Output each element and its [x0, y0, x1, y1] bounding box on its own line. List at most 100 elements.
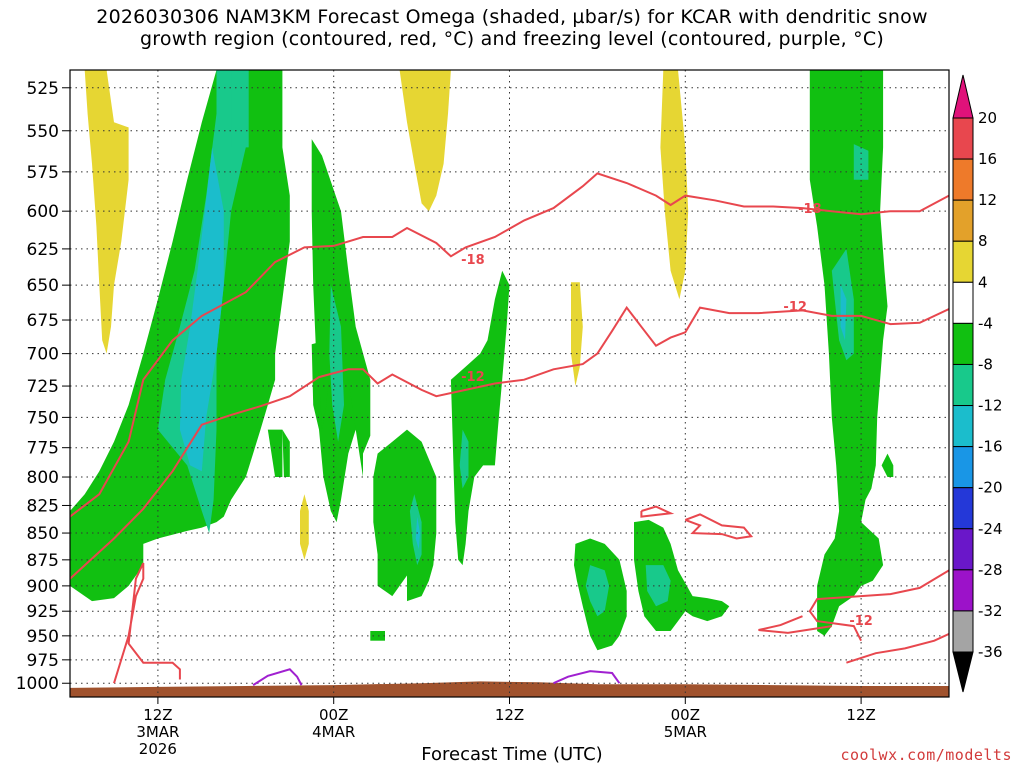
omega-area [840, 285, 847, 341]
contour-labels: -18 -18 -12 -12 -12 [461, 202, 873, 629]
colorbar-swatch [952, 240, 974, 283]
pressure-tick-label: 575 [27, 163, 59, 183]
colorbar-label: -4 [978, 314, 993, 332]
pressure-tick-label: 775 [27, 439, 59, 459]
omega-area [585, 565, 610, 617]
colorbar-label: 8 [978, 232, 988, 250]
omega-area [179, 147, 224, 472]
omega-area [459, 429, 469, 489]
colorbar-label: -16 [978, 438, 1003, 456]
omega-area [84, 70, 129, 354]
colorbar-swatch [952, 487, 974, 530]
pressure-tick-label: 625 [27, 240, 59, 260]
omega-area [300, 494, 309, 560]
pressure-tick-label: 675 [27, 311, 59, 331]
pressure-tick-label: 550 [27, 122, 59, 142]
colorbar-label: -28 [978, 561, 1003, 579]
omega-area [329, 285, 344, 442]
colorbar-swatch [952, 158, 974, 201]
omega-area [267, 429, 283, 477]
colorbar-swatch [952, 405, 974, 448]
pressure-tick-label: 900 [27, 577, 59, 597]
colorbar-swatch [952, 610, 974, 653]
colorbar-label: 4 [978, 273, 988, 291]
omega-area [282, 429, 290, 477]
pressure-tick-label: 850 [27, 524, 59, 544]
contour-line [113, 562, 181, 684]
time-tick-label: 12Z [846, 706, 875, 724]
contour-line [252, 668, 303, 686]
pressure-tick-label: 925 [27, 602, 59, 622]
pressure-tick-label: 975 [27, 651, 59, 671]
pressure-tick-label: 700 [27, 345, 59, 365]
colorbar-swatch [952, 322, 974, 365]
colorbar-label: -32 [978, 602, 1003, 620]
contour-label: -12 [783, 300, 807, 315]
omega-area [370, 631, 385, 641]
colorbar-under-arrow [952, 651, 974, 693]
omega-area [645, 565, 671, 607]
colorbar-swatch [952, 363, 974, 407]
colorbar-label: -36 [978, 643, 1003, 661]
colorbar-label: 20 [978, 109, 997, 127]
colorbar-swatch [952, 281, 974, 324]
contour-line [70, 305, 949, 580]
time-tick-label: 00Z 5MAR [664, 706, 707, 741]
contour-line [70, 172, 949, 518]
contour-label: -18 [461, 253, 485, 268]
contour-label: -12 [461, 370, 485, 385]
terrain-fill [70, 681, 949, 697]
x-axis-title: Forecast Time (UTC) [421, 744, 603, 765]
omega-shading [70, 70, 894, 651]
colorbar-swatch [952, 528, 974, 571]
pressure-tick-label: 750 [27, 408, 59, 428]
pressure-tick-label: 600 [27, 202, 59, 222]
pressure-tick-label: 525 [27, 79, 59, 99]
time-tick-label: 12Z [495, 706, 524, 724]
pressure-tick-label: 950 [27, 627, 59, 647]
contour-line [808, 569, 949, 642]
omega-area [399, 70, 451, 212]
contour-line [846, 632, 949, 664]
pressure-tick-label: 800 [27, 468, 59, 488]
omega-area [881, 453, 894, 477]
colorbar-label: 16 [978, 150, 997, 168]
contour-line [553, 670, 621, 685]
colorbar-label: -20 [978, 479, 1003, 497]
contour-label: -18 [798, 202, 822, 217]
colorbar-swatch [952, 117, 974, 160]
chart-title: 2026030306 NAM3KM Forecast Omega (shaded… [96, 6, 928, 50]
colorbar-label: -8 [978, 355, 993, 373]
colorbar: 20 16 12 8 4 -4 -8 -12 -16 -20 -24 -28 -32 -36 [952, 74, 1003, 693]
omega-area [853, 144, 869, 180]
contour-line [640, 505, 675, 518]
omega-area [450, 270, 510, 566]
colorbar-label: 12 [978, 191, 997, 209]
time-tick-label: 12Z 3MAR 2026 [136, 706, 179, 758]
pressure-axis: 525 550 575 600 625 650 675 700 725 750 775 800 825 8… [16, 79, 70, 694]
terrain-area [70, 681, 949, 697]
time-tick-label: 00Z 4MAR [312, 706, 355, 741]
omega-area [571, 282, 583, 387]
contour-line [758, 615, 832, 634]
colorbar-swatch [952, 446, 974, 489]
credit-text: coolwx.com/modelts [840, 746, 1012, 764]
contour-line [684, 513, 754, 540]
colorbar-over-arrow [952, 74, 974, 119]
pressure-tick-label: 825 [27, 496, 59, 516]
colorbar-label: -12 [978, 397, 1003, 415]
pressure-tick-label: 650 [27, 276, 59, 296]
time-axis: 12Z 3MAR 2026 00Z 4MAR 12Z 00Z 5MAR 12Z [136, 697, 876, 758]
colorbar-swatch [952, 569, 974, 612]
omega-area [231, 70, 249, 148]
omega-area [373, 429, 437, 602]
grid-lines [70, 70, 949, 697]
temperature-contours [70, 172, 949, 686]
contour-label: -12 [849, 614, 873, 629]
omega-area [660, 70, 689, 300]
pressure-tick-label: 1000 [16, 674, 59, 694]
colorbar-swatch [952, 199, 974, 242]
colorbar-label: -24 [978, 520, 1003, 538]
pressure-tick-label: 875 [27, 551, 59, 571]
